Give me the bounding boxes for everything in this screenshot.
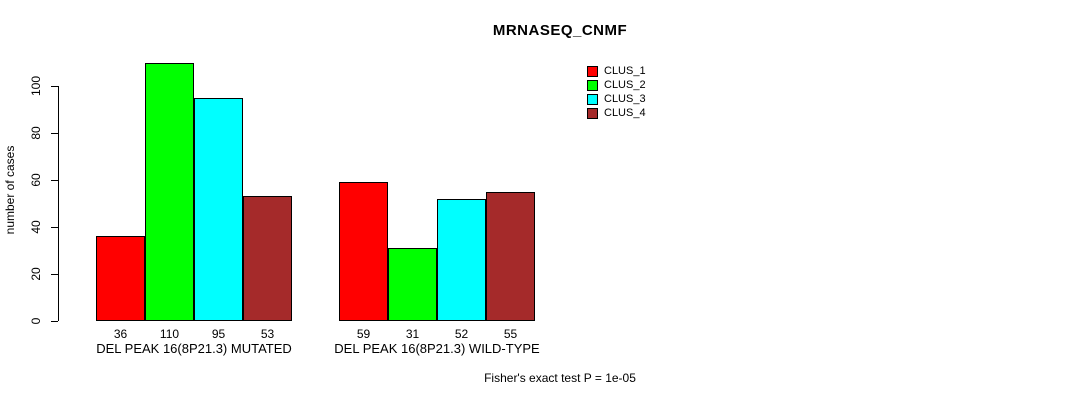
bar-clus_4-group1 [243,196,292,321]
legend-item-clus_3: CLUS_3 [587,92,646,106]
legend-item-clus_2: CLUS_2 [587,78,646,92]
legend: CLUS_1 CLUS_2 CLUS_3 CLUS_4 [587,64,646,120]
bar-value-label: 31 [405,327,420,341]
y-tick-label: 80 [29,126,43,140]
bar-clus_3-group2 [437,198,486,321]
legend-label: CLUS_3 [604,92,646,105]
legend-label: CLUS_2 [604,78,646,91]
legend-item-clus_4: CLUS_4 [587,106,646,120]
bar-value-label: 55 [503,327,518,341]
bar-value-label: 110 [159,327,180,341]
bar-clus_1-group1 [96,236,145,321]
legend-swatch-clus_2 [587,79,598,91]
y-axis-line [58,86,59,321]
legend-swatch-clus_1 [587,65,598,77]
legend-label: CLUS_1 [604,64,646,77]
y-tick [51,321,58,322]
y-tick-label: 100 [29,75,43,97]
legend-item-clus_1: CLUS_1 [587,64,646,78]
bar-clus_1-group2 [339,182,388,321]
y-axis-title: number of cases [3,145,17,235]
bar-clus_2-group1 [145,62,194,321]
x-category-label: DEL PEAK 16(8P21.3) MUTATED [96,341,292,356]
y-tick-label: 40 [29,220,43,234]
annotation-fishers-test: Fisher's exact test P = 1e-05 [484,371,636,385]
y-tick [51,274,58,275]
legend-label: CLUS_4 [604,106,646,119]
bar-clus_4-group2 [486,191,535,321]
legend-swatch-clus_3 [587,93,598,105]
bar-value-label: 52 [454,327,469,341]
bar-value-label: 53 [260,327,275,341]
chart-title: MRNASEQ_CNMF [492,22,628,39]
y-tick [51,180,58,181]
bar-value-label: 59 [356,327,371,341]
y-tick [51,227,58,228]
bar-clus_3-group1 [194,97,243,321]
y-tick-label: 20 [29,267,43,281]
bar-value-label: 36 [113,327,128,341]
bar-value-label: 95 [211,327,226,341]
y-tick [51,133,58,134]
bar-clus_2-group2 [388,248,437,321]
legend-swatch-clus_4 [587,107,598,119]
x-category-label: DEL PEAK 16(8P21.3) WILD-TYPE [334,341,540,356]
y-tick-label: 0 [29,317,43,325]
y-tick-label: 60 [29,173,43,187]
y-tick [51,86,58,87]
